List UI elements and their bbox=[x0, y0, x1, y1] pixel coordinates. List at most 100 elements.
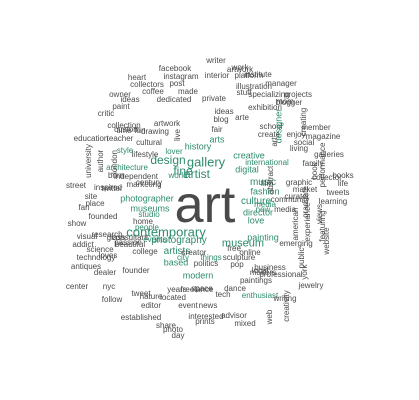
cloud-word: show bbox=[67, 219, 87, 228]
cloud-word: books bbox=[332, 171, 354, 180]
cloud-word: things bbox=[200, 253, 222, 262]
cloud-word: artwork bbox=[153, 119, 181, 128]
cloud-word: arts bbox=[209, 134, 225, 145]
cloud-word: founder bbox=[122, 266, 150, 275]
cloud-word: photo bbox=[162, 325, 184, 334]
cloud-word: specializing bbox=[248, 90, 290, 99]
cloud-word: antiques bbox=[70, 262, 102, 271]
cloud-word: ideas bbox=[214, 107, 234, 116]
cloud-word: lover bbox=[165, 147, 183, 156]
cloud-word: studio bbox=[138, 210, 160, 219]
cloud-word: tweets bbox=[326, 188, 350, 197]
cloud-word: teacher bbox=[106, 134, 134, 143]
cloud-word: fashion bbox=[250, 186, 280, 197]
cloud-word: collector bbox=[312, 173, 342, 182]
cloud-word: views bbox=[315, 203, 324, 225]
cloud-word: mixed bbox=[234, 319, 256, 328]
cloud-word: education bbox=[73, 134, 109, 143]
cloud-word: college bbox=[132, 247, 158, 256]
cloud-word: living bbox=[289, 144, 309, 153]
cloud-word: advisor bbox=[221, 311, 247, 320]
cloud-word: paint bbox=[112, 102, 130, 111]
cloud-word: center bbox=[65, 282, 89, 291]
cloud-word: artists bbox=[163, 246, 191, 257]
cloud-word: located bbox=[160, 293, 186, 302]
cloud-word: local bbox=[251, 266, 269, 275]
cloud-word: website bbox=[322, 227, 331, 255]
cloud-word: collection bbox=[107, 121, 141, 130]
cloud-word: curator bbox=[284, 192, 310, 201]
cloud-word: visual bbox=[76, 232, 98, 241]
cloud-word: digital bbox=[235, 164, 259, 175]
cloud-word: gallery bbox=[186, 154, 226, 170]
cloud-word: live bbox=[173, 128, 182, 142]
cloud-word: graphic bbox=[285, 178, 313, 187]
cloud-word: paintings bbox=[239, 276, 273, 285]
cloud-word: born bbox=[107, 171, 125, 180]
cloud-word: creative bbox=[233, 150, 265, 161]
cloud-word: media bbox=[254, 200, 276, 209]
cloud-word: family bbox=[302, 159, 324, 168]
cloud-word: editor bbox=[140, 301, 162, 310]
cloud-word: social bbox=[293, 138, 315, 147]
cloud-word: interested bbox=[188, 312, 224, 321]
cloud-word: nyc bbox=[102, 282, 116, 291]
cloud-word: based bbox=[163, 257, 189, 268]
cloud-word: ideas bbox=[120, 95, 140, 104]
cloud-word: stuff bbox=[236, 88, 252, 97]
cloud-word: school bbox=[259, 122, 283, 131]
cloud-word: people bbox=[134, 223, 160, 232]
cloud-word: culture bbox=[240, 196, 272, 207]
cloud-word: space bbox=[191, 284, 213, 293]
cloud-word: collectors bbox=[130, 80, 164, 89]
cloud-word: film bbox=[260, 179, 274, 188]
cloud-word: contemporary bbox=[126, 224, 206, 240]
cloud-word: enthusiast bbox=[241, 291, 279, 300]
cloud-word: science bbox=[86, 245, 114, 254]
cloud-word: established bbox=[120, 313, 162, 322]
cloud-word: dance bbox=[224, 284, 246, 293]
cloud-word: love bbox=[247, 215, 265, 226]
cloud-word: create bbox=[257, 130, 281, 139]
cloud-word: emerging bbox=[279, 239, 313, 248]
cloud-word: platform bbox=[234, 71, 264, 80]
cloud-word: drawing bbox=[140, 127, 170, 136]
cloud-word: loves bbox=[98, 251, 118, 260]
cloud-word: passion bbox=[114, 238, 142, 247]
cloud-word: fine bbox=[173, 164, 193, 178]
cloud-word: design bbox=[150, 153, 186, 167]
cloud-word: york bbox=[300, 264, 309, 280]
cloud-word: glass bbox=[106, 233, 126, 242]
cloud-word: post bbox=[169, 79, 185, 88]
cloud-word: time bbox=[116, 126, 132, 135]
cloud-word: international bbox=[245, 158, 289, 167]
cloud-word: addict bbox=[72, 240, 94, 249]
cloud-word: heart bbox=[127, 73, 147, 82]
cloud-word: museum bbox=[221, 237, 265, 250]
cloud-word: tweet bbox=[131, 289, 151, 298]
cloud-word: city bbox=[177, 253, 189, 262]
cloud-word: university bbox=[84, 144, 93, 178]
cloud-word: writer bbox=[206, 56, 226, 65]
cloud-word: author bbox=[96, 149, 105, 173]
cloud-word: consultant bbox=[111, 233, 149, 242]
cloud-word: art bbox=[174, 176, 236, 234]
cloud-word: owner bbox=[109, 90, 131, 99]
cloud-word: mom bbox=[276, 97, 294, 106]
cloud-word: pop bbox=[230, 260, 244, 269]
cloud-word: blogger bbox=[275, 98, 303, 107]
cloud-word: writing bbox=[273, 294, 297, 303]
cloud-word: world bbox=[168, 171, 188, 180]
cloud-word: painting bbox=[247, 232, 279, 243]
cloud-word: exhibition bbox=[248, 103, 282, 112]
cloud-word: fun bbox=[134, 126, 146, 135]
cloud-word: style bbox=[116, 146, 134, 155]
cloud-word: day bbox=[171, 331, 185, 340]
cloud-word: member bbox=[301, 123, 331, 132]
cloud-word: museums bbox=[130, 203, 170, 214]
cloud-word: twitter bbox=[101, 184, 123, 193]
cloud-word: facebook bbox=[158, 64, 192, 73]
cloud-word: coffee bbox=[142, 87, 164, 96]
cloud-word: fair bbox=[211, 125, 223, 134]
